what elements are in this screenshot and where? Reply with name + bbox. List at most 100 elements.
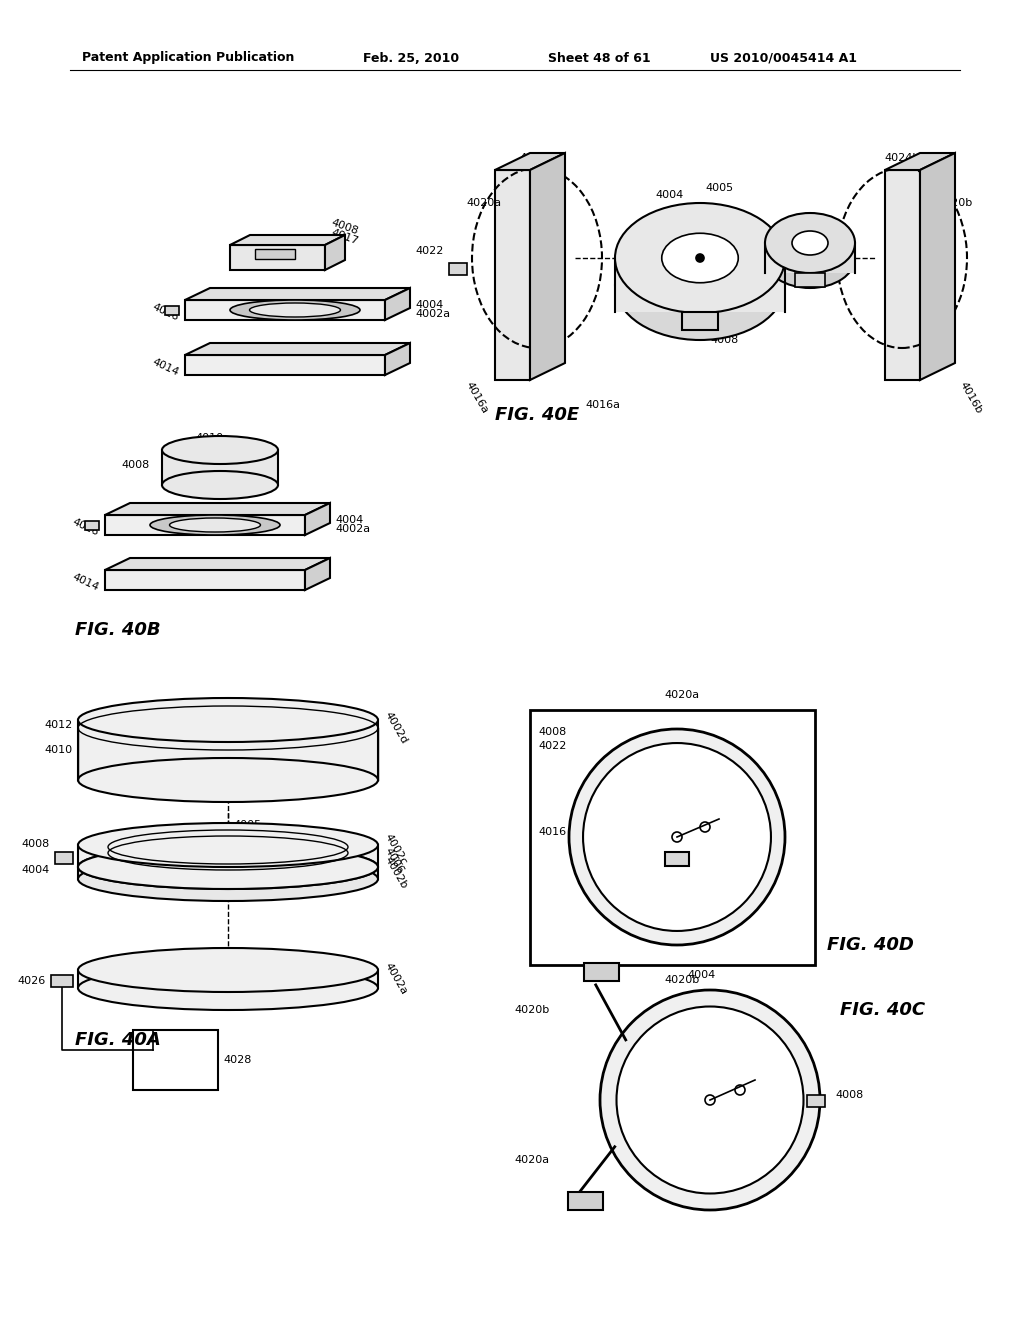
- Polygon shape: [325, 235, 345, 271]
- Text: FIG. 40D: FIG. 40D: [827, 936, 913, 954]
- Polygon shape: [105, 558, 330, 570]
- Bar: [85, 521, 99, 531]
- Ellipse shape: [78, 966, 378, 1010]
- Text: 4002a: 4002a: [383, 961, 410, 997]
- Text: 4010: 4010: [196, 433, 224, 444]
- Circle shape: [616, 1006, 804, 1193]
- Text: 4004: 4004: [688, 970, 716, 979]
- Text: 4002a: 4002a: [335, 524, 370, 535]
- Bar: [78, 867, 378, 879]
- Polygon shape: [185, 300, 385, 319]
- Bar: [530, 710, 815, 965]
- Text: 4004: 4004: [22, 865, 50, 875]
- Bar: [765, 243, 855, 273]
- Text: 4022: 4022: [538, 741, 566, 751]
- Text: 4002b: 4002b: [383, 855, 410, 891]
- Ellipse shape: [78, 845, 378, 888]
- Bar: [567, 1192, 603, 1209]
- Ellipse shape: [78, 857, 378, 902]
- Text: 4026: 4026: [17, 975, 46, 986]
- Bar: [795, 273, 825, 286]
- Ellipse shape: [765, 228, 855, 288]
- Circle shape: [700, 822, 710, 832]
- Polygon shape: [385, 288, 410, 319]
- Text: 4016a: 4016a: [585, 400, 620, 411]
- Polygon shape: [495, 153, 565, 170]
- Text: FIG. 40C: FIG. 40C: [840, 1001, 925, 1019]
- Polygon shape: [305, 503, 330, 535]
- Text: 4018: 4018: [715, 810, 743, 820]
- Text: 4020b: 4020b: [665, 975, 699, 985]
- Bar: [807, 1096, 825, 1107]
- Text: 4024a: 4024a: [519, 153, 555, 162]
- Text: Sheet 48 of 61: Sheet 48 of 61: [548, 51, 650, 65]
- Bar: [682, 312, 718, 330]
- Text: FIG. 40A: FIG. 40A: [75, 1031, 161, 1049]
- Text: 4008: 4008: [710, 335, 738, 345]
- Circle shape: [705, 1096, 715, 1105]
- Ellipse shape: [615, 230, 785, 341]
- Text: 4018: 4018: [765, 1100, 794, 1110]
- Circle shape: [696, 253, 705, 261]
- Text: 4008: 4008: [330, 218, 360, 236]
- Ellipse shape: [162, 471, 278, 499]
- Bar: [55, 851, 73, 865]
- Polygon shape: [105, 570, 305, 590]
- Circle shape: [735, 1085, 745, 1096]
- Text: 4005: 4005: [705, 183, 733, 193]
- Bar: [584, 962, 618, 981]
- Polygon shape: [305, 558, 330, 590]
- Polygon shape: [105, 503, 330, 515]
- Ellipse shape: [662, 234, 738, 282]
- Text: 4006: 4006: [383, 846, 406, 875]
- Text: 4012: 4012: [45, 719, 73, 730]
- Ellipse shape: [78, 758, 378, 803]
- Polygon shape: [530, 153, 565, 380]
- Text: 4017: 4017: [330, 227, 360, 247]
- Circle shape: [672, 832, 682, 842]
- Text: 4004: 4004: [415, 300, 443, 310]
- Ellipse shape: [792, 231, 828, 255]
- Text: 4020b: 4020b: [515, 1005, 550, 1015]
- Bar: [255, 249, 295, 259]
- Text: FIG. 40E: FIG. 40E: [495, 407, 580, 424]
- Bar: [78, 845, 378, 867]
- Text: 4004: 4004: [335, 515, 364, 525]
- Text: 4008: 4008: [22, 840, 50, 849]
- Text: 4016a: 4016a: [464, 380, 490, 416]
- Text: 4016: 4016: [538, 828, 566, 837]
- Text: 4002d: 4002d: [383, 710, 410, 746]
- Text: 4004: 4004: [656, 190, 684, 201]
- Text: 4022: 4022: [416, 246, 444, 256]
- Circle shape: [569, 729, 785, 945]
- Ellipse shape: [615, 203, 785, 313]
- Polygon shape: [230, 246, 325, 271]
- Bar: [162, 450, 278, 484]
- Text: 4014: 4014: [71, 572, 100, 593]
- Polygon shape: [385, 343, 410, 375]
- Ellipse shape: [78, 845, 378, 888]
- Text: US 2010/0045414 A1: US 2010/0045414 A1: [710, 51, 857, 65]
- Text: FIG. 40B: FIG. 40B: [75, 620, 161, 639]
- Polygon shape: [495, 170, 530, 380]
- Polygon shape: [185, 343, 410, 355]
- Text: 4018: 4018: [800, 238, 828, 248]
- Text: 4016: 4016: [151, 301, 180, 322]
- Text: 4002a: 4002a: [415, 309, 451, 319]
- Ellipse shape: [78, 698, 378, 742]
- Ellipse shape: [250, 304, 341, 317]
- Text: 4005: 4005: [233, 820, 261, 830]
- Bar: [165, 306, 179, 315]
- Text: 4020a: 4020a: [467, 198, 502, 209]
- Text: 4020b: 4020b: [937, 198, 972, 209]
- Text: 4016b: 4016b: [958, 380, 984, 416]
- Polygon shape: [230, 235, 345, 246]
- Bar: [78, 970, 378, 987]
- Bar: [78, 719, 378, 780]
- Text: 4014: 4014: [151, 356, 180, 378]
- Ellipse shape: [170, 517, 260, 532]
- Text: 4024b: 4024b: [885, 153, 920, 162]
- Ellipse shape: [78, 948, 378, 993]
- Text: Patent Application Publication: Patent Application Publication: [82, 51, 294, 65]
- Text: 4028: 4028: [223, 1055, 251, 1065]
